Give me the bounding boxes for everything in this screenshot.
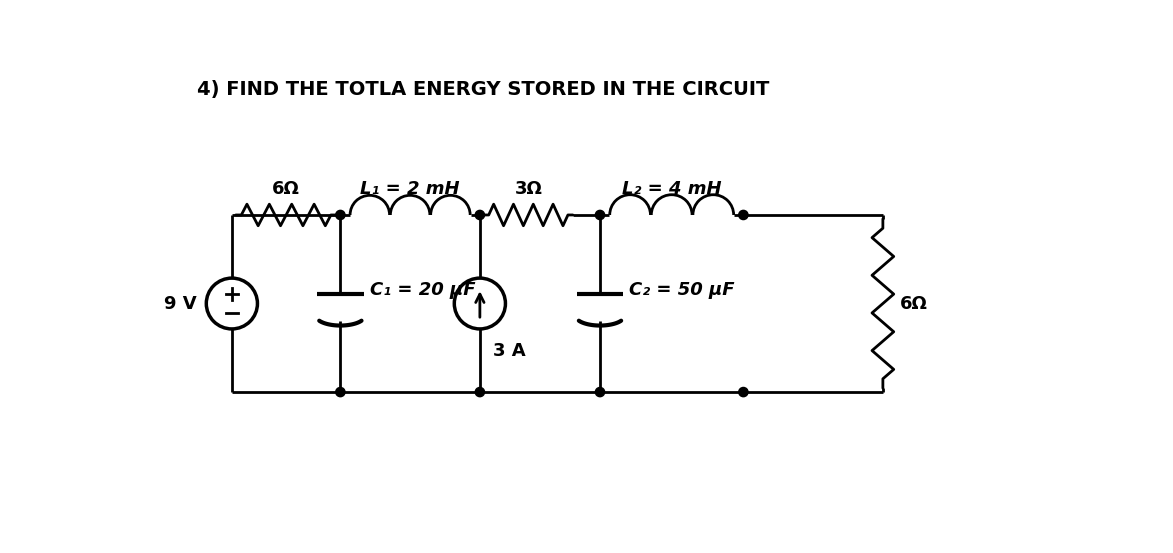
- Circle shape: [596, 210, 604, 220]
- Circle shape: [739, 210, 748, 220]
- Circle shape: [335, 388, 345, 397]
- Text: 6Ω: 6Ω: [900, 295, 928, 312]
- Text: 9 V: 9 V: [164, 295, 197, 312]
- Text: 6Ω: 6Ω: [272, 180, 300, 198]
- Circle shape: [335, 210, 345, 220]
- Text: C₁ = 20 μF: C₁ = 20 μF: [369, 281, 475, 299]
- Circle shape: [475, 388, 484, 397]
- Text: 4) FIND THE TOTLA ENERGY STORED IN THE CIRCUIT: 4) FIND THE TOTLA ENERGY STORED IN THE C…: [197, 80, 769, 99]
- Circle shape: [596, 388, 604, 397]
- Circle shape: [475, 210, 484, 220]
- Text: L₂ = 4 mH: L₂ = 4 mH: [622, 180, 721, 198]
- Circle shape: [739, 388, 748, 397]
- Text: L₁ = 2 mH: L₁ = 2 mH: [360, 180, 460, 198]
- Text: C₂ = 50 μF: C₂ = 50 μF: [630, 281, 735, 299]
- Text: 3Ω: 3Ω: [515, 180, 542, 198]
- Text: 3 A: 3 A: [493, 342, 526, 360]
